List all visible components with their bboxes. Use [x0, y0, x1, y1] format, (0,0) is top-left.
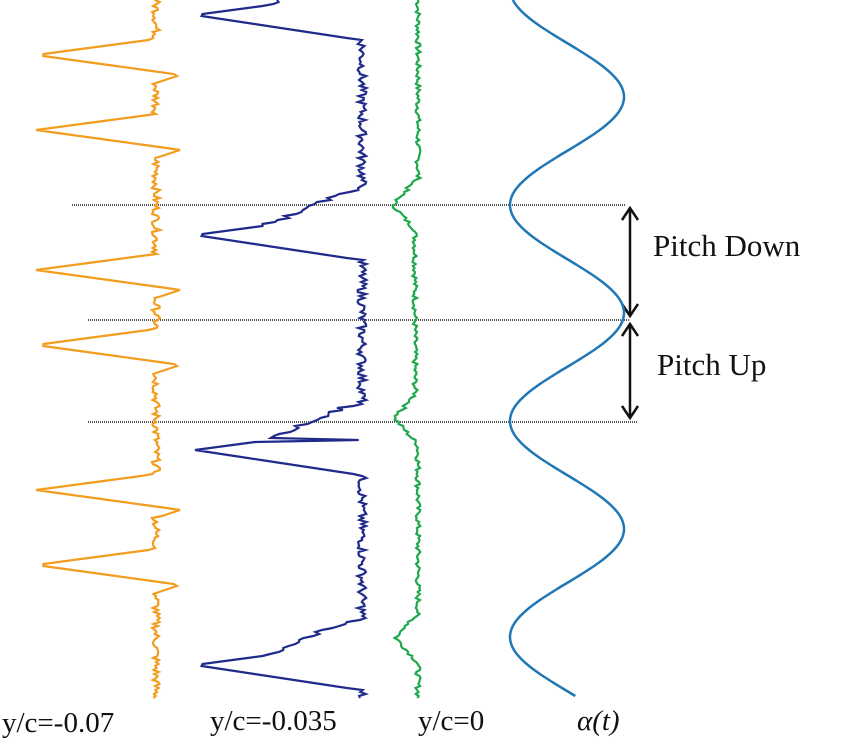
trace [391, 0, 423, 699]
reference-lines [72, 204, 638, 423]
annotation: Pitch Up [657, 347, 766, 382]
arrow-head [620, 405, 640, 421]
arrow-head [620, 205, 640, 221]
arrow-head [620, 321, 640, 337]
annotation: Pitch Down [653, 228, 801, 263]
trace [508, 0, 626, 698]
trace-label: y/c=-0.07 [2, 707, 114, 739]
trace-label: y/c=0 [418, 705, 484, 737]
trace-label: y/c=-0.035 [210, 705, 337, 737]
trace-label: α(t) [577, 705, 620, 737]
trace [194, 0, 370, 699]
trace [35, 0, 181, 699]
